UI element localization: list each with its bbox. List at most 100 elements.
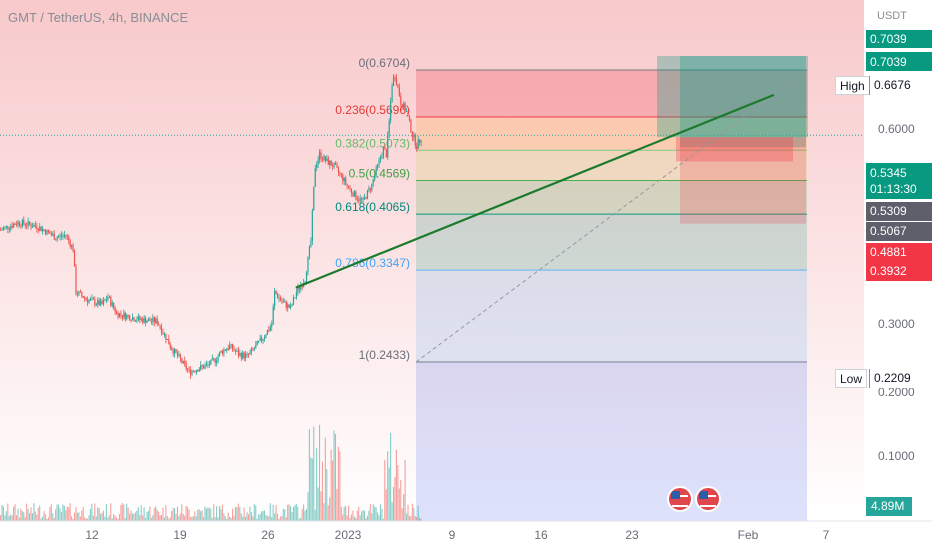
candle-body xyxy=(368,188,370,191)
us-flag-icon[interactable] xyxy=(667,486,693,512)
candle-body xyxy=(294,297,296,299)
volume-bar xyxy=(359,515,361,521)
economic-events[interactable] xyxy=(667,486,721,512)
volume-bar xyxy=(233,516,235,521)
volume-bar xyxy=(308,429,310,521)
candle-body xyxy=(150,321,152,323)
candle-body xyxy=(243,352,245,359)
time-axis-tick: 12 xyxy=(85,528,99,542)
candle-body xyxy=(194,371,196,373)
volume-bar xyxy=(21,511,23,521)
volume-bar xyxy=(187,506,189,521)
candle-body xyxy=(204,365,206,369)
volume-bar xyxy=(162,507,164,521)
volume-bar xyxy=(131,513,134,521)
symbol-title[interactable]: GMT / TetherUS, 4h, BINANCE xyxy=(8,10,189,25)
volume-bar xyxy=(269,503,271,521)
volume-bar xyxy=(345,505,347,521)
volume-bar xyxy=(339,451,341,521)
fib-level-label: 0(0.6704) xyxy=(359,56,410,70)
candle-body xyxy=(27,221,29,226)
candle-body xyxy=(350,188,353,193)
candle-body xyxy=(62,235,64,237)
volume-bar xyxy=(363,510,366,521)
price-tag-entry-value: 0.5309 xyxy=(870,204,907,218)
candle-body xyxy=(37,228,39,231)
volume-bar xyxy=(321,461,323,521)
volume-bar xyxy=(92,515,94,521)
volume-bar xyxy=(392,486,395,521)
volume-bar xyxy=(126,503,128,521)
candle-body xyxy=(224,349,226,351)
candle-body xyxy=(358,200,360,202)
volume-bar xyxy=(242,516,244,521)
candle-body xyxy=(300,285,302,290)
volume-bar xyxy=(29,513,31,521)
candle-body xyxy=(217,356,219,361)
candle-body xyxy=(102,300,105,305)
time-axis-tick: 2023 xyxy=(335,528,362,542)
volume-bar xyxy=(116,517,118,521)
candle-body xyxy=(39,226,41,231)
us-flag-icon[interactable] xyxy=(695,486,721,512)
volume-bar xyxy=(140,505,142,521)
position-target-zone xyxy=(657,55,808,138)
volume-bar xyxy=(68,507,70,521)
price-tag-entry-alt: 0.5067 xyxy=(866,222,932,241)
volume-bar xyxy=(213,504,215,521)
volume-bar xyxy=(23,511,25,521)
high-value-tag: 0.6676 xyxy=(869,76,921,95)
candle-body xyxy=(89,299,92,301)
volume-bar xyxy=(361,511,363,521)
time-axis-tick: 23 xyxy=(625,528,639,542)
candle-body xyxy=(85,298,87,300)
candle-body xyxy=(159,325,161,328)
fib-zone xyxy=(416,150,807,181)
volume-bar xyxy=(329,497,331,521)
candle-body xyxy=(165,333,167,341)
candle-body xyxy=(73,251,76,267)
volume-bar xyxy=(365,518,367,521)
volume-bar xyxy=(63,505,65,521)
candle-body xyxy=(247,353,250,355)
candle-body xyxy=(40,226,42,232)
volume-bar xyxy=(262,511,264,521)
candle-body xyxy=(10,226,12,229)
volume-bar xyxy=(300,517,302,521)
candle-body xyxy=(30,224,32,227)
volume-bar xyxy=(26,503,28,521)
volume-bar xyxy=(368,510,370,521)
candle-body xyxy=(317,159,319,165)
volume-bar xyxy=(401,508,403,521)
volume-bar xyxy=(407,504,409,521)
candle-body xyxy=(117,312,119,318)
volume-bar xyxy=(348,505,350,521)
candle-body xyxy=(203,366,205,369)
volume-bar xyxy=(203,517,205,521)
volume-bar xyxy=(191,516,193,521)
candle-body xyxy=(82,296,84,299)
candle-body xyxy=(97,300,99,305)
volume-bar xyxy=(166,516,168,521)
fib-level-label: 0.618(0.4065) xyxy=(335,200,410,214)
candle-body xyxy=(60,235,63,237)
volume-bar xyxy=(388,467,390,521)
volume-bar xyxy=(387,451,389,521)
volume-bar xyxy=(15,515,18,521)
volume-bar xyxy=(234,506,236,521)
candle-body xyxy=(272,306,274,325)
candle-body xyxy=(263,337,266,339)
candle-body xyxy=(323,156,325,160)
volume-bar xyxy=(236,507,238,521)
candle-body xyxy=(284,301,286,303)
candle-body xyxy=(66,235,68,237)
candle-body xyxy=(162,332,164,334)
low-label: Low xyxy=(840,372,863,386)
volume-bar xyxy=(340,506,342,521)
candle-body xyxy=(129,315,131,321)
volume-bar xyxy=(326,469,328,521)
volume-bar xyxy=(307,492,309,521)
volume-bar xyxy=(179,513,181,521)
